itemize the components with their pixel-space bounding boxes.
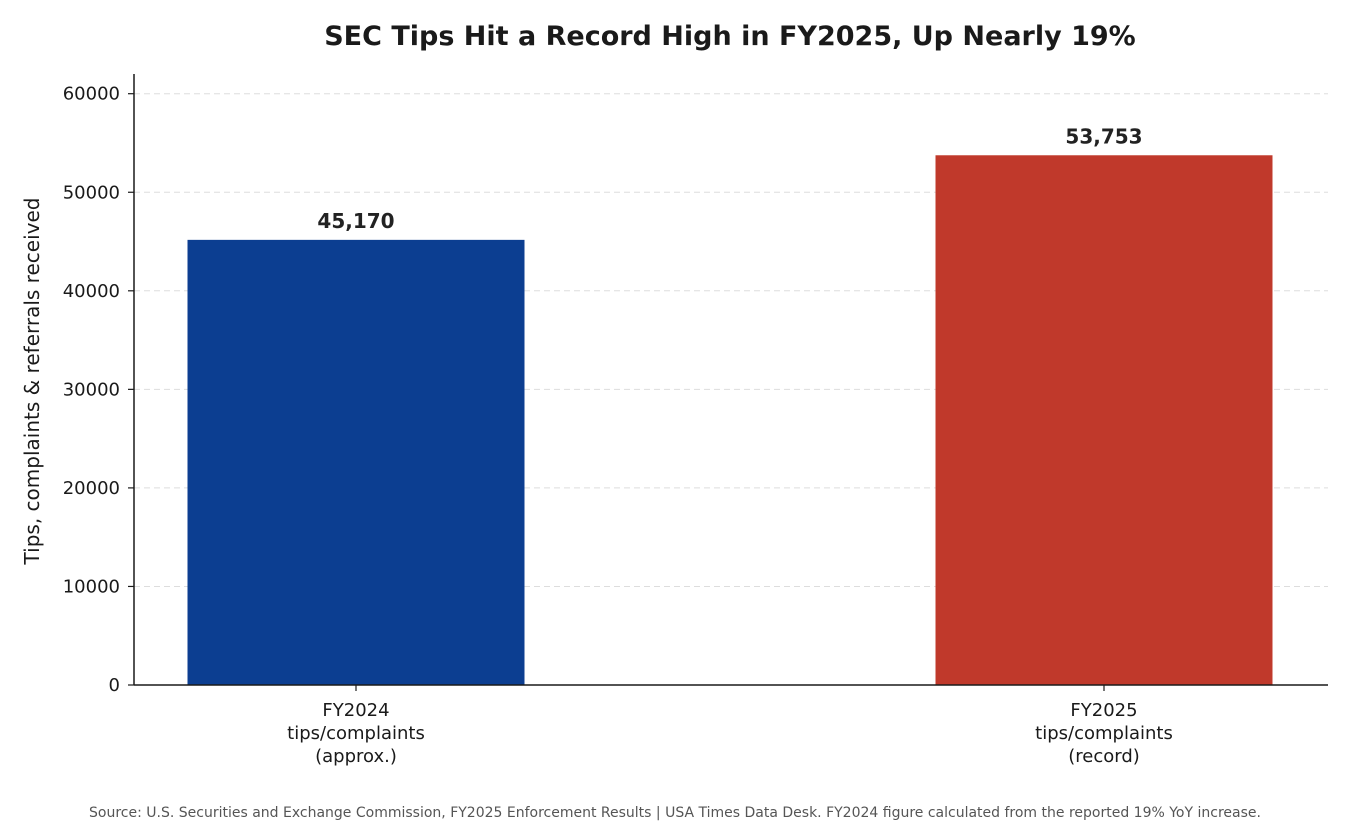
bars	[187, 155, 1273, 686]
y-axis-label: Tips, complaints & referrals received	[20, 198, 44, 566]
x-tick-label: FY2024	[322, 700, 389, 721]
bar-value-label: 45,170	[317, 209, 394, 233]
value-labels: 45,170 53,753	[317, 124, 1142, 233]
x-tick-label: FY2025	[1070, 700, 1137, 721]
chart-title: SEC Tips Hit a Record High in FY2025, Up…	[324, 21, 1136, 52]
x-tick-label: tips/complaints	[1035, 723, 1173, 744]
x-ticks: FY2024tips/complaints(approx.)FY2025tips…	[287, 685, 1173, 767]
y-tick-label: 30000	[63, 379, 120, 400]
y-tick-label: 60000	[63, 84, 120, 105]
bar-value-label: 53,753	[1065, 124, 1142, 148]
y-tick-label: 20000	[63, 478, 120, 499]
y-ticks: 0 10000 20000 30000 40000 50000 60000	[63, 84, 134, 696]
y-tick-label: 50000	[63, 182, 120, 203]
axes	[133, 74, 1328, 686]
bar-1	[935, 155, 1273, 686]
y-tick-label: 40000	[63, 281, 120, 302]
source-note: Source: U.S. Securities and Exchange Com…	[89, 805, 1261, 821]
x-tick-label: (approx.)	[315, 746, 397, 767]
bar-0	[187, 239, 525, 685]
y-tick-label: 10000	[63, 576, 120, 597]
x-tick-label: tips/complaints	[287, 723, 425, 744]
y-tick-label: 0	[109, 675, 120, 696]
x-tick-label: (record)	[1068, 746, 1140, 767]
